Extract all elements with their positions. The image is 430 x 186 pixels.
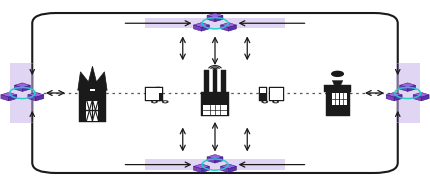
Polygon shape — [194, 25, 202, 31]
Polygon shape — [194, 166, 202, 172]
Polygon shape — [194, 164, 209, 169]
FancyBboxPatch shape — [396, 63, 420, 123]
FancyBboxPatch shape — [269, 87, 284, 101]
Polygon shape — [386, 92, 402, 97]
Polygon shape — [207, 157, 215, 163]
Polygon shape — [28, 92, 44, 97]
Polygon shape — [215, 157, 223, 163]
FancyBboxPatch shape — [145, 18, 285, 28]
Circle shape — [164, 101, 167, 102]
Circle shape — [273, 100, 279, 103]
FancyBboxPatch shape — [332, 93, 338, 105]
Polygon shape — [207, 16, 215, 22]
Polygon shape — [394, 95, 402, 101]
Polygon shape — [14, 83, 31, 88]
FancyBboxPatch shape — [157, 88, 163, 93]
Polygon shape — [194, 23, 209, 27]
Circle shape — [274, 101, 277, 102]
Polygon shape — [221, 166, 228, 172]
FancyBboxPatch shape — [261, 88, 266, 93]
Polygon shape — [202, 25, 209, 31]
Polygon shape — [221, 164, 237, 169]
Polygon shape — [22, 85, 31, 92]
Polygon shape — [399, 85, 408, 92]
FancyBboxPatch shape — [90, 89, 95, 91]
FancyBboxPatch shape — [201, 92, 229, 116]
FancyBboxPatch shape — [10, 63, 34, 123]
FancyBboxPatch shape — [146, 88, 159, 100]
Polygon shape — [408, 85, 416, 92]
Circle shape — [332, 71, 343, 76]
FancyBboxPatch shape — [145, 159, 285, 170]
Polygon shape — [221, 23, 237, 27]
FancyBboxPatch shape — [326, 91, 350, 116]
Polygon shape — [215, 16, 223, 22]
FancyBboxPatch shape — [270, 88, 283, 100]
Circle shape — [263, 101, 266, 102]
Polygon shape — [413, 92, 429, 97]
Circle shape — [153, 101, 156, 102]
Circle shape — [162, 100, 168, 103]
FancyBboxPatch shape — [213, 70, 217, 93]
FancyBboxPatch shape — [86, 100, 98, 121]
FancyBboxPatch shape — [145, 87, 160, 101]
Polygon shape — [228, 25, 237, 31]
Polygon shape — [1, 95, 9, 101]
Polygon shape — [1, 92, 17, 97]
Polygon shape — [399, 83, 416, 88]
FancyBboxPatch shape — [203, 105, 227, 115]
FancyBboxPatch shape — [259, 87, 267, 101]
Polygon shape — [228, 166, 237, 172]
Polygon shape — [413, 95, 421, 101]
Polygon shape — [221, 25, 228, 31]
FancyBboxPatch shape — [204, 70, 209, 93]
Polygon shape — [421, 95, 429, 101]
FancyBboxPatch shape — [156, 87, 163, 101]
Polygon shape — [207, 13, 223, 18]
Polygon shape — [386, 95, 394, 101]
Circle shape — [151, 100, 157, 103]
FancyBboxPatch shape — [221, 70, 226, 93]
Polygon shape — [202, 166, 209, 172]
FancyBboxPatch shape — [79, 90, 106, 122]
Circle shape — [262, 100, 268, 103]
Polygon shape — [332, 81, 343, 92]
Polygon shape — [207, 155, 223, 159]
Polygon shape — [78, 66, 107, 90]
Polygon shape — [36, 95, 44, 101]
FancyBboxPatch shape — [324, 85, 351, 92]
Polygon shape — [28, 95, 36, 101]
FancyBboxPatch shape — [340, 93, 347, 105]
Polygon shape — [9, 95, 17, 101]
Polygon shape — [14, 85, 22, 92]
